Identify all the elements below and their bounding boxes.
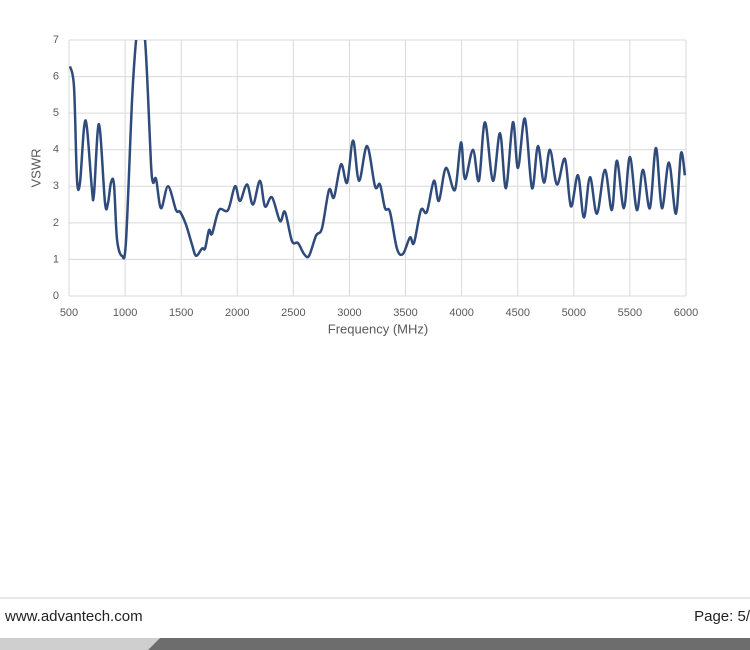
y-tick-label: 5 [53, 107, 59, 119]
x-tick-label: 4000 [449, 307, 473, 319]
footer-band-dark [148, 638, 750, 650]
footer-left: www.advantech.com [4, 608, 143, 625]
y-axis-label: VSWR [28, 149, 43, 188]
x-tick-label: 1500 [169, 307, 193, 319]
footer-right: Page: 5/ [694, 608, 750, 625]
y-tick-label: 1 [53, 253, 59, 265]
x-tick-label: 4500 [505, 307, 529, 319]
y-tick-label: 0 [53, 290, 59, 302]
grid [68, 39, 687, 297]
x-tick-label: 500 [60, 307, 78, 319]
plot-area [69, 40, 686, 260]
x-tick-label: 1000 [113, 307, 137, 319]
x-tick-label: 3500 [393, 307, 417, 319]
y-tick-label: 6 [53, 70, 59, 82]
y-tick-label: 2 [53, 217, 59, 229]
x-tick-label: 2500 [281, 307, 305, 319]
x-tick-label: 2000 [225, 307, 249, 319]
x-tick-label: 3000 [337, 307, 361, 319]
x-axis-label: Frequency (MHz) [328, 321, 428, 336]
y-tick-label: 4 [53, 144, 59, 156]
x-tick-label: 6000 [674, 307, 698, 319]
y-tick-label: 7 [53, 34, 59, 46]
data-line [69, 40, 686, 260]
ticks: 0 1 2 3 4 5 6 7 500 1000 1500 2000 2500 3000 3500 4000 4… [53, 34, 698, 319]
x-tick-label: 5500 [618, 307, 642, 319]
x-tick-label: 5000 [562, 307, 586, 319]
y-tick-label: 3 [53, 180, 59, 192]
